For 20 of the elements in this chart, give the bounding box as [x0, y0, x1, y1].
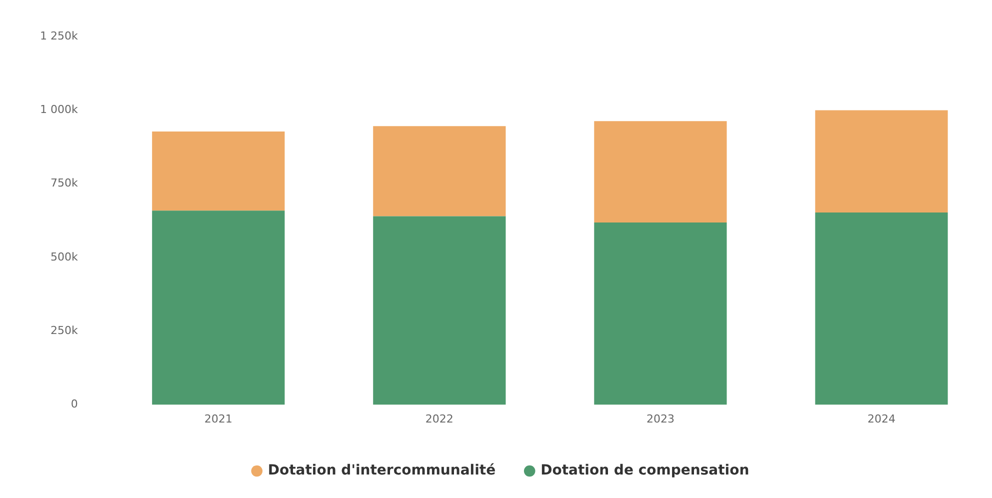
y-tick-label: 500k	[50, 250, 78, 264]
legend-label: Dotation de compensation	[540, 462, 750, 479]
bar	[594, 121, 727, 222]
x-tick-label: 2022	[425, 412, 454, 426]
bar	[373, 216, 506, 405]
legend-label: Dotation d'intercommunalité	[268, 462, 496, 479]
y-tick-label: 0	[70, 398, 78, 411]
y-tick-label: 750k	[50, 176, 78, 190]
bar	[373, 126, 506, 216]
bar	[815, 110, 948, 212]
bar	[152, 131, 285, 211]
x-tick-label: 2024	[867, 412, 896, 426]
bar	[594, 222, 727, 405]
y-tick-label: 1 000k	[40, 103, 78, 116]
bar	[152, 210, 285, 405]
x-tick-label: 2023	[646, 412, 674, 426]
bar	[815, 212, 948, 405]
y-tick-label: 1 250k	[40, 29, 78, 42]
y-tick-label: 250k	[50, 324, 78, 338]
x-tick-label: 2021	[204, 412, 232, 426]
